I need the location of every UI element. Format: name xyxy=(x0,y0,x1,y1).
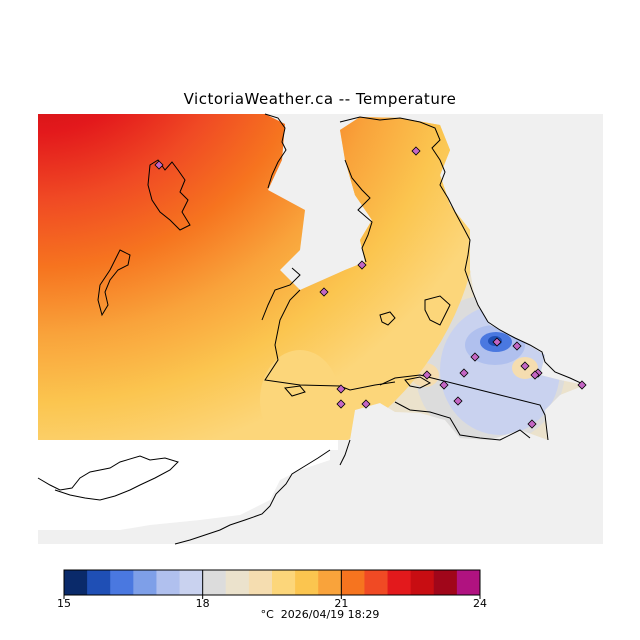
legend-swatch xyxy=(110,570,134,595)
station-marker xyxy=(336,384,346,394)
units-and-timestamp: °C 2026/04/19 18:29 xyxy=(0,608,640,621)
legend-swatch xyxy=(272,570,296,595)
station-marker xyxy=(439,380,449,390)
station-marker xyxy=(154,160,164,170)
station-marker xyxy=(492,337,502,347)
legend-ticks: 15 18 21 24 xyxy=(57,570,487,610)
station-marker xyxy=(520,361,530,371)
legend-swatch xyxy=(202,570,227,595)
station-marker xyxy=(530,370,540,380)
legend-swatch xyxy=(64,570,88,595)
legend-swatch xyxy=(364,570,389,595)
legend-swatch xyxy=(341,570,365,595)
station-marker xyxy=(319,287,329,297)
legend-tick-label: 24 xyxy=(473,597,487,610)
legend-swatch xyxy=(179,570,204,595)
station-marker xyxy=(577,380,587,390)
station-marker xyxy=(470,352,480,362)
station-marker xyxy=(459,368,469,378)
legend-swatches xyxy=(64,570,481,595)
legend-swatch xyxy=(156,570,181,595)
station-marker xyxy=(422,370,432,380)
station-marker xyxy=(527,419,537,429)
legend-swatch xyxy=(133,570,157,595)
station-marker xyxy=(411,146,421,156)
station-marker xyxy=(357,260,367,270)
units-label: °C xyxy=(260,608,274,621)
station-marker xyxy=(336,399,346,409)
station-marker xyxy=(453,396,463,406)
station-marker xyxy=(361,399,371,409)
legend-tick-label: 18 xyxy=(196,597,210,610)
legend-swatch xyxy=(433,570,458,595)
station-markers xyxy=(154,146,587,429)
water-area-south xyxy=(38,450,330,530)
legend-tick-label: 15 xyxy=(57,597,71,610)
coastlines xyxy=(37,113,586,545)
timestamp: 2026/04/19 18:29 xyxy=(280,608,380,621)
legend-tick-label: 21 xyxy=(334,597,348,610)
legend-swatch xyxy=(456,570,481,595)
water-area xyxy=(38,440,338,450)
chart-title: VictoriaWeather.ca -- Temperature xyxy=(183,90,457,108)
legend-swatch xyxy=(318,570,342,595)
legend-swatch xyxy=(410,570,435,595)
legend-swatch xyxy=(225,570,250,595)
legend-swatch xyxy=(295,570,319,595)
legend-swatch xyxy=(248,570,273,595)
legend-swatch xyxy=(387,570,412,595)
station-marker xyxy=(512,341,522,351)
legend-swatch xyxy=(87,570,111,595)
